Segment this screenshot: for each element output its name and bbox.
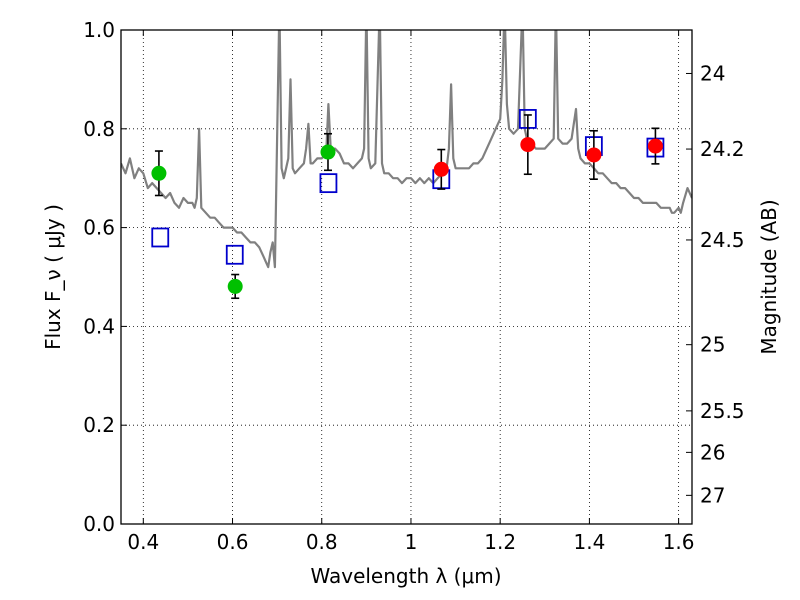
axis-ticks: 0.4 0.6 0.8 1 1.2 1.4 1.6 0.0 0.2 0.4 0.6 0.8 1.0 24 2… bbox=[83, 18, 744, 554]
observed-flux-point bbox=[151, 165, 167, 181]
observed-flux-point bbox=[227, 278, 243, 294]
observed-flux-point bbox=[586, 147, 602, 163]
x-tick-label: 1.4 bbox=[573, 530, 605, 554]
y-axis-label: Flux F_ν ( μJy ) bbox=[41, 204, 65, 350]
y-tick-label: 0.4 bbox=[83, 314, 115, 338]
observed-flux-point bbox=[647, 138, 663, 154]
y-tick-label: 1.0 bbox=[83, 18, 115, 42]
right-tick-label: 26 bbox=[700, 440, 725, 464]
x-tick-label: 1.2 bbox=[484, 530, 516, 554]
photometry-markers bbox=[151, 109, 665, 300]
x-axis-label: Wavelength λ (μm) bbox=[310, 564, 501, 588]
model-flux-square bbox=[319, 173, 338, 194]
x-tick-label: 1.6 bbox=[663, 530, 695, 554]
x-tick-label: 0.6 bbox=[217, 530, 249, 554]
right-axis-label: Magnitude (AB) bbox=[757, 199, 781, 354]
x-tick-label: 1 bbox=[405, 530, 418, 554]
x-tick-label: 0.8 bbox=[306, 530, 338, 554]
right-tick-label: 24 bbox=[700, 61, 725, 85]
model-flux-square bbox=[151, 227, 170, 248]
y-tick-label: 0.6 bbox=[83, 216, 115, 240]
right-tick-label: 24.5 bbox=[700, 228, 745, 252]
right-tick-label: 25.5 bbox=[700, 399, 745, 423]
template-spectrum-line bbox=[121, 30, 692, 269]
y-tick-label: 0.8 bbox=[83, 117, 115, 141]
right-tick-label: 25 bbox=[700, 333, 725, 357]
observed-flux-point bbox=[320, 144, 336, 160]
right-tick-label: 27 bbox=[700, 483, 725, 507]
spectrum-series bbox=[121, 30, 692, 269]
right-tick-label: 24.2 bbox=[700, 137, 745, 161]
x-tick-label: 0.4 bbox=[127, 530, 159, 554]
observed-flux-point bbox=[433, 161, 449, 177]
observed-flux-point bbox=[520, 137, 536, 153]
model-flux-square bbox=[225, 244, 244, 265]
plot-frame bbox=[120, 29, 693, 525]
y-tick-label: 0.2 bbox=[83, 413, 115, 437]
y-tick-label: 0.0 bbox=[83, 512, 115, 536]
